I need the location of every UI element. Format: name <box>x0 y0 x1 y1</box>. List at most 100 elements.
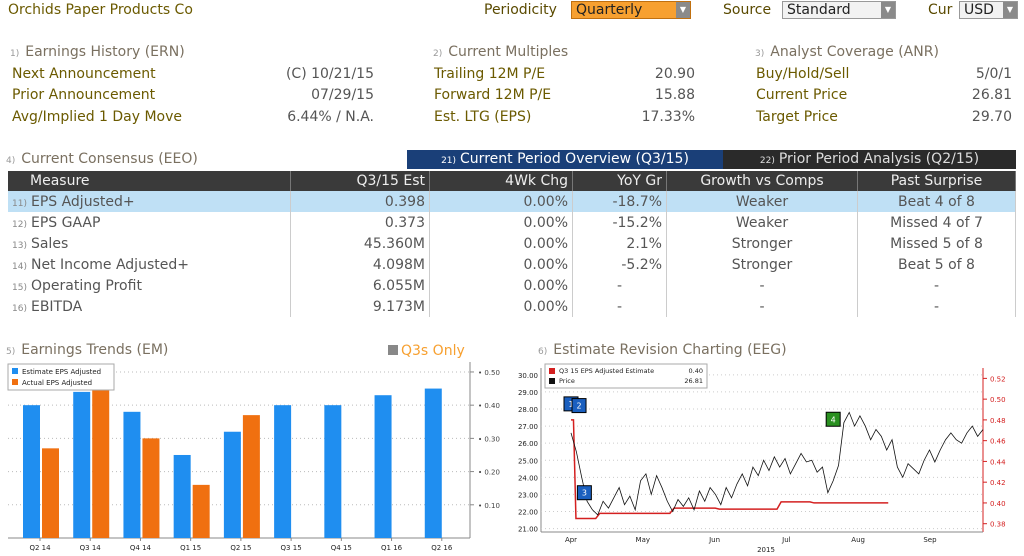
surprise-cell: Missed 4 of 7 <box>857 212 1016 233</box>
chevron-down-icon: ▼ <box>1003 2 1017 18</box>
estimate-revision-chart: 21.00 22.00 23.00 24.00 25.00 26.00 27.00 28.00… <box>518 363 1006 554</box>
earnings-history-title[interactable]: 1) Earnings History (ERN) <box>10 44 185 60</box>
buy-hold-sell-value: 5/0/1 <box>975 66 1012 82</box>
bar-estimate <box>424 388 442 538</box>
col-growth-header[interactable]: Growth vs Comps <box>666 171 858 191</box>
trailing-pe-value: 20.90 <box>654 66 695 82</box>
chevron-down-icon: ▼ <box>676 2 690 18</box>
analyst-coverage-title[interactable]: 3) Analyst Coverage (ANR) <box>755 44 939 60</box>
periodicity-label: Periodicity <box>484 2 557 18</box>
consensus-table: Measure Q3/15 Est 4Wk Chg YoY Gr Growth … <box>8 171 1016 317</box>
company-name: Orchids Paper Products Co <box>8 2 193 18</box>
chg-cell: 0.00% <box>429 296 573 317</box>
x-tick-label: Q3 14 <box>80 544 102 552</box>
col-surprise-header[interactable]: Past Surprise <box>857 171 1016 191</box>
right-tick-label: 0.44 <box>990 458 1006 466</box>
measure-cell: Sales <box>30 235 69 252</box>
left-tick-label: 23.00 <box>518 491 538 499</box>
chevron-down-icon: ▼ <box>881 2 895 18</box>
earnings-trends-title[interactable]: 5) Earnings Trends (EM) <box>6 342 169 358</box>
table-row[interactable]: 16) EBITDA 9.173M 0.00% - - - <box>8 296 1016 317</box>
legend-value: 26.81 <box>684 377 703 385</box>
yoy-cell: -15.2% <box>572 212 667 233</box>
col-yoy-header[interactable]: YoY Gr <box>572 171 667 191</box>
source-dropdown[interactable]: Standard ▼ <box>782 1 896 19</box>
target-price-value: 29.70 <box>971 109 1012 125</box>
chg-cell: 0.00% <box>429 275 573 296</box>
x-tick-label: Jun <box>708 536 720 544</box>
next-announcement-label: Next Announcement <box>12 66 156 82</box>
chg-cell: 0.00% <box>429 212 573 233</box>
left-tick-label: 30.00 <box>518 372 538 380</box>
bar-estimate <box>23 405 40 538</box>
event-marker-label: 3 <box>582 489 587 498</box>
right-tick-label: 0.38 <box>990 521 1006 529</box>
x-tick-label: Q1 16 <box>381 544 403 552</box>
est-ltg-value: 17.33% <box>641 109 695 125</box>
bar-actual <box>92 388 110 538</box>
left-tick-label: 27.00 <box>518 423 538 431</box>
growth-cell: Stronger <box>666 233 858 254</box>
consensus-header-row: Measure Q3/15 Est 4Wk Chg YoY Gr Growth … <box>8 171 1016 191</box>
yoy-cell: 2.1% <box>572 233 667 254</box>
current-price-label: Current Price <box>756 87 848 103</box>
table-row[interactable]: 11) EPS Adjusted+ 0.398 0.00% -18.7% Weak… <box>8 191 1016 212</box>
growth-cell: Weaker <box>666 191 858 212</box>
current-multiples-title[interactable]: 2) Current Multiples <box>433 44 569 60</box>
event-marker-label: 4 <box>831 415 836 424</box>
est-cell: 6.055M <box>290 275 430 296</box>
right-tick-label: 0.50 <box>990 396 1006 404</box>
left-tick-label: 28.00 <box>518 406 538 414</box>
x-tick-label: Sep <box>923 536 937 544</box>
table-row[interactable]: 15) Operating Profit 6.055M 0.00% - - - <box>8 275 1016 296</box>
legend-label: Price <box>559 377 575 385</box>
tab-prior-period-analysis[interactable]: 22) Prior Period Analysis (Q2/15) <box>723 150 1016 169</box>
event-marker <box>825 411 841 427</box>
currency-dropdown[interactable]: USD ▼ <box>959 1 1018 19</box>
x-tick-label: Q3 15 <box>281 544 302 552</box>
est-cell: 9.173M <box>290 296 430 317</box>
bar-actual <box>242 415 260 538</box>
tab-current-period-overview[interactable]: 21) Current Period Overview (Q3/15) <box>407 150 723 169</box>
measure-cell: Operating Profit <box>30 277 142 294</box>
trailing-pe-label: Trailing 12M P/E <box>434 66 546 82</box>
event-marker-label: 1 <box>568 400 573 409</box>
est-cell: 0.373 <box>290 212 430 233</box>
left-tick-label: 22.00 <box>518 509 538 517</box>
year-label: 2015 <box>757 546 775 554</box>
bar-estimate <box>223 431 241 538</box>
bar-estimate <box>123 411 141 538</box>
est-cell: 0.398 <box>290 191 430 212</box>
bar-actual <box>42 448 59 538</box>
left-tick-label: 26.00 <box>518 440 538 448</box>
legend-box <box>544 363 708 389</box>
y-tick-label: • 0.20 <box>478 469 500 477</box>
next-announcement-value: (C) 10/21/15 <box>285 66 374 82</box>
buy-hold-sell-label: Buy/Hold/Sell <box>756 66 850 82</box>
table-row[interactable]: 12) EPS GAAP 0.373 0.00% -15.2% Weaker Mi… <box>8 212 1016 233</box>
legend-label: Q3 15 EPS Adjusted Estimate <box>559 367 654 375</box>
bar-estimate <box>173 454 191 538</box>
measure-cell: EPS Adjusted+ <box>30 193 135 210</box>
estimate-revision-title[interactable]: 6) Estimate Revision Charting (EEG) <box>538 342 787 358</box>
col-est-header[interactable]: Q3/15 Est <box>290 171 430 191</box>
consensus-title[interactable]: 4) Current Consensus (EEO) <box>6 151 198 167</box>
surprise-cell: Beat 4 of 8 <box>857 191 1016 212</box>
bar-estimate <box>374 395 392 538</box>
event-marker-label: 2 <box>576 402 581 411</box>
legend-value: 0.40 <box>689 367 703 375</box>
price-series-line <box>570 411 984 516</box>
q3s-only-toggle[interactable]: Q3s Only <box>388 343 465 359</box>
col-4wk-header[interactable]: 4Wk Chg <box>429 171 573 191</box>
x-tick-label: Q4 15 <box>331 544 352 552</box>
col-measure-header[interactable]: Measure <box>8 171 291 191</box>
yoy-cell: -18.7% <box>572 191 667 212</box>
periodicity-dropdown[interactable]: Quarterly ▼ <box>571 1 691 19</box>
prior-announcement-value: 07/29/15 <box>311 87 374 103</box>
y-tick-label: • 0.10 <box>478 502 500 510</box>
growth-cell: - <box>666 275 858 296</box>
checkbox-icon <box>388 345 398 355</box>
x-tick-label: Jul <box>781 536 791 544</box>
table-row[interactable]: 14) Net Income Adjusted+ 4.098M 0.00% -5.… <box>8 254 1016 275</box>
table-row[interactable]: 13) Sales 45.360M 0.00% 2.1% Stronger Mis… <box>8 233 1016 254</box>
